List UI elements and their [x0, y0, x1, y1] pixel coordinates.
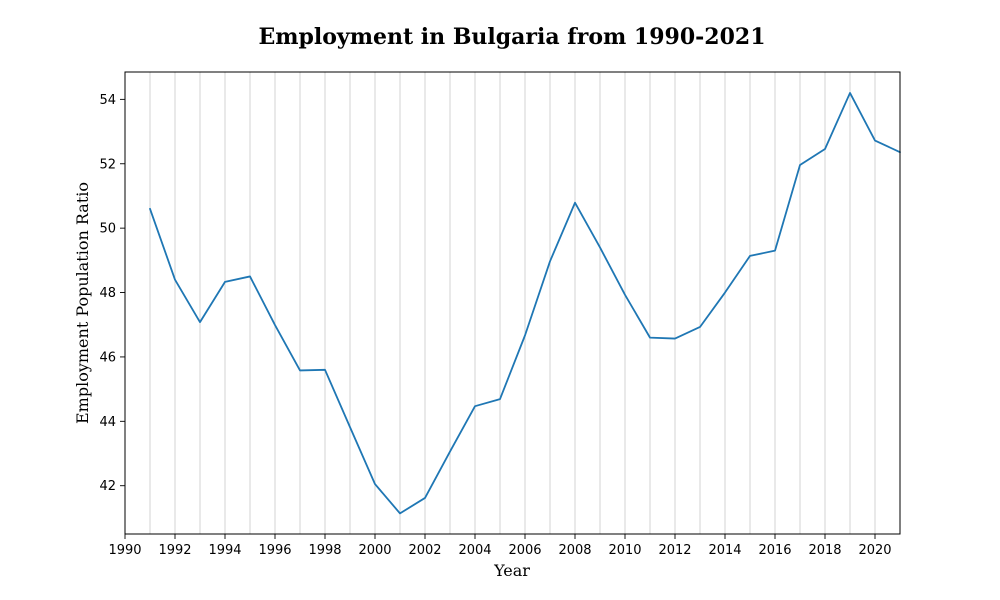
series-line-0: [149, 92, 901, 515]
x-tick-label: 2014: [708, 543, 741, 558]
x-tick-label: 2008: [558, 543, 591, 558]
x-tick-label: 2020: [858, 543, 891, 558]
x-tick-label: 1998: [308, 543, 341, 558]
y-axis: 42 44 46 48 50 52 54: [99, 93, 125, 494]
y-tick-label: 46: [99, 350, 116, 365]
x-tick-label: 1992: [158, 543, 191, 558]
x-tick-label: 2002: [408, 543, 441, 558]
y-tick-label: 54: [99, 93, 116, 108]
plot-frame: [124, 71, 901, 535]
grid: [149, 72, 876, 534]
x-tick-label: 2000: [358, 543, 391, 558]
x-tick-label: 2018: [808, 543, 841, 558]
y-tick-label: 42: [99, 479, 116, 494]
series-layer: [149, 92, 901, 515]
x-tick-label: 1990: [108, 543, 141, 558]
x-tick-label: 2010: [608, 543, 641, 558]
x-axis-label: Year: [493, 561, 530, 580]
x-tick-label: 2006: [508, 543, 541, 558]
y-tick-label: 52: [99, 157, 116, 172]
x-tick-label: 1994: [208, 543, 241, 558]
y-axis-label: Employment Population Ratio: [73, 182, 92, 424]
x-tick-label: 2016: [758, 543, 791, 558]
x-axis: 1990 1992 1994 1996 1998 2000 2002 2004 2006 2008…: [108, 534, 892, 558]
x-tick-label: 2004: [458, 543, 491, 558]
x-tick-label: 1996: [258, 543, 291, 558]
y-tick-label: 44: [99, 415, 116, 430]
x-tick-label: 2012: [658, 543, 691, 558]
chart-title: Employment in Bulgaria from 1990-2021: [258, 24, 765, 50]
y-tick-label: 50: [99, 222, 116, 237]
y-tick-label: 48: [99, 286, 116, 301]
